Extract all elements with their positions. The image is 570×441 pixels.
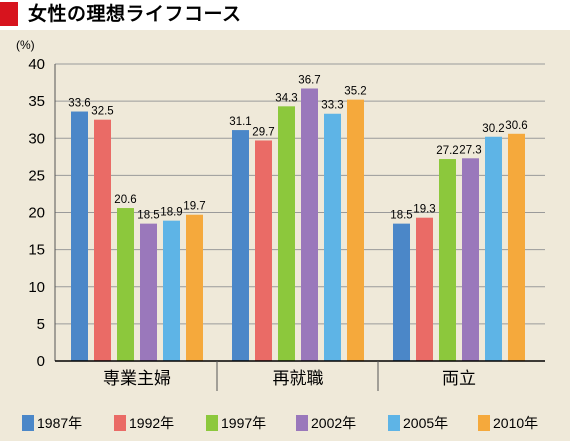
y-tick-label: 40 <box>28 56 45 73</box>
data-label: 31.1 <box>229 116 251 128</box>
bar <box>416 217 433 361</box>
legend-swatch <box>22 415 34 431</box>
data-label: 33.6 <box>68 98 90 110</box>
legend-swatch <box>114 415 126 431</box>
title-accent-mark <box>0 2 18 26</box>
y-unit-label: (%) <box>16 38 35 52</box>
legend-swatch <box>206 415 218 431</box>
y-tick-label: 15 <box>28 242 45 259</box>
bar <box>94 119 111 361</box>
bar <box>232 130 249 361</box>
bar <box>393 223 410 361</box>
data-label: 30.6 <box>505 120 527 132</box>
legend-swatch <box>388 415 400 431</box>
title-bar: 女性の理想ライフコース <box>0 0 570 30</box>
data-label: 27.3 <box>459 144 481 156</box>
legend-swatch <box>296 415 308 431</box>
legend-label: 2010年 <box>493 415 538 431</box>
x-category-label: 両立 <box>442 369 476 389</box>
bar <box>508 133 525 361</box>
legend-swatch <box>478 415 490 431</box>
data-label: 18.9 <box>160 207 182 219</box>
data-label: 29.7 <box>252 126 274 138</box>
legend-label: 1997年 <box>221 415 266 431</box>
legend-label: 1992年 <box>129 415 174 431</box>
legend-label: 1987年 <box>37 415 82 431</box>
data-label: 19.3 <box>413 204 435 216</box>
bar <box>255 140 272 361</box>
legend-label: 2005年 <box>403 415 448 431</box>
bar <box>347 99 364 361</box>
y-tick-label: 5 <box>37 316 45 333</box>
bar <box>485 136 502 361</box>
bar <box>301 88 318 361</box>
bar <box>71 111 88 362</box>
bar <box>140 223 157 361</box>
bar <box>186 214 203 361</box>
data-label: 18.5 <box>390 210 412 222</box>
chart-title: 女性の理想ライフコース <box>28 3 242 25</box>
y-tick-label: 35 <box>28 93 45 110</box>
data-label: 20.6 <box>114 194 136 206</box>
data-label: 33.3 <box>321 100 343 112</box>
bar <box>278 106 295 361</box>
data-label: 35.2 <box>344 86 366 98</box>
data-label: 18.5 <box>137 210 159 222</box>
bar <box>117 208 134 361</box>
data-label: 36.7 <box>298 75 320 87</box>
bar <box>462 158 479 361</box>
bar <box>324 113 341 361</box>
y-tick-label: 30 <box>28 130 45 147</box>
data-label: 30.2 <box>482 123 504 135</box>
bar <box>439 159 456 361</box>
y-tick-label: 10 <box>28 279 45 296</box>
data-label: 27.2 <box>436 145 458 157</box>
data-label: 34.3 <box>275 92 297 104</box>
legend-label: 2002年 <box>311 415 356 431</box>
data-label: 32.5 <box>91 106 113 118</box>
y-tick-label: 20 <box>28 205 45 222</box>
x-category-label: 再就職 <box>273 369 324 389</box>
y-tick-label: 25 <box>28 167 45 184</box>
data-label: 19.7 <box>183 201 205 213</box>
x-category-label: 専業主婦 <box>103 369 171 389</box>
bar <box>163 220 180 361</box>
y-tick-label: 0 <box>37 353 45 370</box>
